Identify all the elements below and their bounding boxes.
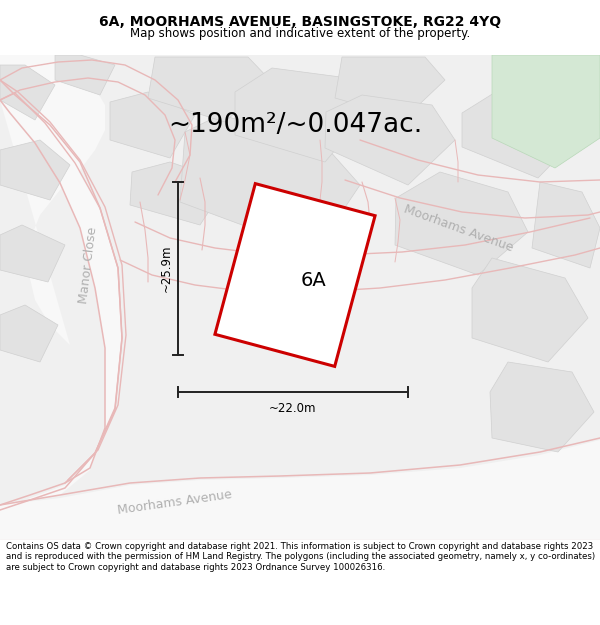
Polygon shape xyxy=(395,172,528,275)
Polygon shape xyxy=(130,162,228,225)
Polygon shape xyxy=(0,140,70,200)
Text: Moorhams Avenue: Moorhams Avenue xyxy=(401,202,514,254)
Polygon shape xyxy=(0,55,600,540)
Polygon shape xyxy=(472,258,588,362)
Polygon shape xyxy=(532,182,600,268)
Polygon shape xyxy=(490,362,594,452)
Polygon shape xyxy=(110,92,195,158)
Polygon shape xyxy=(0,55,105,345)
Text: ~25.9m: ~25.9m xyxy=(160,245,173,292)
Polygon shape xyxy=(0,65,55,120)
Polygon shape xyxy=(235,68,365,162)
Polygon shape xyxy=(148,57,270,122)
Polygon shape xyxy=(215,184,375,366)
Text: ~190m²/~0.047ac.: ~190m²/~0.047ac. xyxy=(168,112,422,138)
Text: Map shows position and indicative extent of the property.: Map shows position and indicative extent… xyxy=(130,27,470,39)
Text: Moorhams Avenue: Moorhams Avenue xyxy=(117,488,233,516)
Polygon shape xyxy=(0,80,122,510)
Text: 6A: 6A xyxy=(300,271,326,289)
Polygon shape xyxy=(325,95,455,185)
Text: ~22.0m: ~22.0m xyxy=(269,401,317,414)
Text: Manor Close: Manor Close xyxy=(77,226,99,304)
Text: 6A, MOORHAMS AVENUE, BASINGSTOKE, RG22 4YQ: 6A, MOORHAMS AVENUE, BASINGSTOKE, RG22 4… xyxy=(99,16,501,29)
Polygon shape xyxy=(0,440,600,540)
Polygon shape xyxy=(0,225,65,282)
Polygon shape xyxy=(0,305,58,362)
Text: Contains OS data © Crown copyright and database right 2021. This information is : Contains OS data © Crown copyright and d… xyxy=(6,542,595,571)
Polygon shape xyxy=(335,57,445,118)
Polygon shape xyxy=(492,55,600,168)
Polygon shape xyxy=(180,115,360,252)
Polygon shape xyxy=(462,88,578,178)
Polygon shape xyxy=(55,55,115,95)
